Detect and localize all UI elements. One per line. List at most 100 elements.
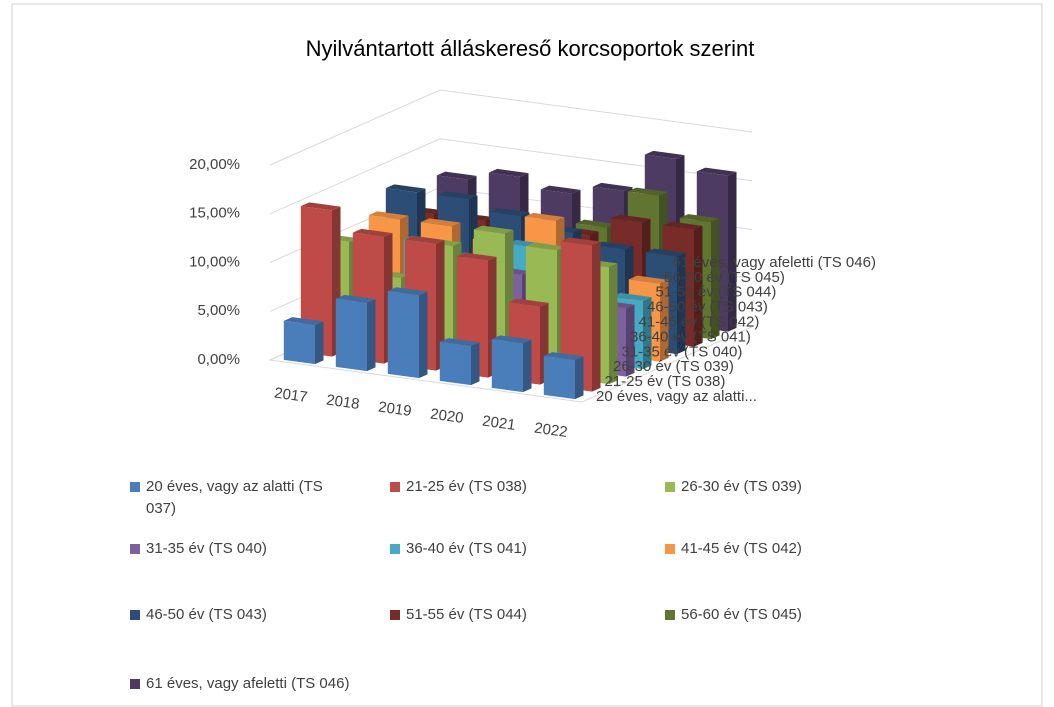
legend-swatch	[130, 610, 140, 620]
bar-top	[592, 182, 633, 191]
bar	[439, 338, 480, 386]
bar-top	[300, 202, 341, 211]
bar-top	[385, 184, 426, 193]
bar-side	[575, 356, 584, 400]
depth-tick-label: 56-60 év (TS 045)	[664, 269, 785, 286]
y-tick-label: 15,00%	[189, 205, 240, 222]
bar-side	[711, 218, 720, 340]
bar	[387, 287, 428, 379]
bar-side	[523, 339, 532, 393]
bar-top	[662, 221, 703, 230]
bar-top	[644, 150, 685, 159]
bar-front	[300, 206, 332, 357]
bar-top	[560, 237, 601, 246]
legend-entry: 56-60 év (TS 045)	[665, 604, 885, 626]
legend-label: 51-55 év (TS 044)	[406, 606, 527, 623]
bar-top	[628, 275, 669, 284]
x-tick-label: 2020	[429, 406, 464, 427]
bar-top	[611, 292, 652, 301]
legend-entry: 26-30 év (TS 039)	[665, 476, 885, 498]
legend-swatch	[665, 544, 675, 554]
depth-tick-label: 36-40 év (TS 041)	[630, 328, 751, 345]
bar-front	[387, 291, 419, 379]
legend-swatch	[130, 679, 140, 689]
legend-label: 46-50 év (TS 043)	[146, 606, 267, 623]
bar-top	[508, 298, 549, 307]
legend-entry: 46-50 év (TS 043)	[130, 604, 350, 626]
bar-side	[609, 263, 618, 385]
chart-frame	[11, 3, 1043, 707]
legend-label: 61 éves, vagy afeletti (TS 046)	[146, 675, 350, 692]
legend-entry: 20 éves, vagy az alatti (TS 037)	[130, 476, 350, 520]
y-tick-label: 0,00%	[197, 351, 240, 368]
y-tick-label: 20,00%	[189, 156, 240, 173]
legend-swatch	[390, 482, 400, 492]
bar-side	[419, 291, 428, 379]
bar-top	[645, 248, 686, 257]
x-tick-label: 2017	[273, 385, 308, 406]
depth-tick-label: 31-35 év (TS 040)	[622, 343, 743, 360]
x-tick-label: 2018	[325, 392, 360, 413]
bar-top	[610, 214, 651, 223]
bar-top	[543, 352, 584, 361]
legend-label: 36-40 év (TS 041)	[406, 540, 527, 557]
depth-tick-label: 21-25 év (TS 038)	[605, 373, 726, 390]
legend-swatch	[665, 610, 675, 620]
bar-side	[694, 225, 703, 347]
legend-swatch	[665, 482, 675, 492]
y-tick-label: 10,00%	[189, 253, 240, 270]
depth-tick-label: 26-30 év (TS 039)	[613, 358, 734, 375]
bar-top	[679, 214, 720, 223]
bar-side	[436, 240, 445, 371]
bar	[543, 352, 584, 400]
bar-top	[575, 219, 616, 228]
bar-top	[456, 252, 497, 261]
bar-front	[491, 339, 523, 393]
legend-entry: 31-35 év (TS 040)	[130, 538, 350, 560]
bar-front	[439, 341, 471, 386]
bar-front	[335, 298, 367, 372]
bar-top	[368, 211, 409, 220]
legend-swatch	[390, 610, 400, 620]
chart-title: Nyilvántartott álláskereső korcsoportok …	[306, 36, 755, 61]
legend-swatch	[130, 544, 140, 554]
depth-tick-label: 41-45 év (TS 042)	[639, 313, 760, 330]
bar-top	[437, 191, 478, 200]
bar-top	[627, 187, 668, 196]
x-tick-label: 2021	[481, 413, 516, 434]
bar-top	[488, 168, 529, 177]
bar-top	[593, 241, 634, 250]
depth-tick-label: 61 éves, vagy afeletti (TS 046)	[673, 254, 876, 271]
legend-entry: 41-45 év (TS 042)	[665, 538, 885, 560]
legend-label: 21-25 év (TS 038)	[406, 478, 527, 495]
bar-top	[352, 228, 393, 237]
bar-top	[283, 317, 324, 326]
bar	[560, 237, 601, 392]
bar-top	[524, 212, 565, 221]
legend-label: 20 éves, vagy az alatti (TS 037)	[146, 478, 323, 517]
bar-side	[592, 241, 601, 392]
bar-top	[436, 171, 477, 180]
legend-entry: 21-25 év (TS 038)	[390, 476, 610, 498]
bar	[335, 294, 376, 372]
grid-line	[269, 89, 753, 166]
bar-top	[696, 167, 737, 176]
bar-side	[728, 171, 737, 332]
x-tick-label: 2019	[377, 399, 412, 420]
bar-top	[404, 235, 445, 244]
bar-side	[626, 304, 635, 377]
bar-top	[420, 218, 461, 227]
depth-tick-label: 51-55 év (TS 044)	[656, 284, 777, 301]
bar-side	[315, 321, 324, 365]
legend-label: 56-60 év (TS 045)	[681, 606, 802, 623]
legend-swatch	[130, 482, 140, 492]
depth-tick-label: 20 éves, vagy az alatti...	[596, 388, 757, 405]
legend-label: 26-30 év (TS 039)	[681, 478, 802, 495]
legend-entry: 36-40 év (TS 041)	[390, 538, 610, 560]
depth-tick-label: 46-50 év (TS 043)	[647, 299, 768, 316]
bar-top	[491, 335, 532, 344]
legend-label: 31-35 év (TS 040)	[146, 540, 267, 557]
bar-side	[660, 279, 669, 362]
